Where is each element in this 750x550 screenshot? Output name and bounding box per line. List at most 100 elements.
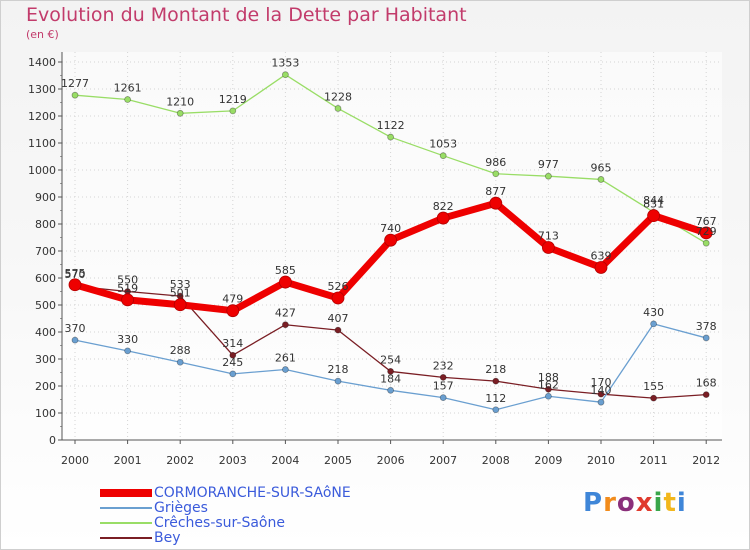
logo-letter: r: [603, 488, 617, 518]
data-point-grieges: [492, 406, 500, 414]
legend-item-grieges: Grièges: [100, 500, 351, 515]
x-tick-label: 2010: [587, 454, 615, 467]
logo-letter: x: [635, 488, 654, 518]
data-label-bey: 188: [538, 371, 559, 384]
proxiti-logo: Proxiti: [583, 488, 687, 518]
data-label-cormoranche: 822: [433, 200, 454, 213]
x-tick-label: 2001: [114, 454, 142, 467]
y-tick-label: 700: [35, 245, 56, 258]
data-point-bey: [597, 390, 605, 398]
legend-swatch-cormoranche: [100, 488, 152, 497]
data-label-grieges: 162: [538, 378, 559, 391]
y-tick-label: 1100: [28, 137, 56, 150]
data-point-creches: [124, 96, 131, 103]
data-label-grieges: 261: [275, 352, 296, 365]
x-tick-label: 2011: [640, 454, 668, 467]
data-point-grieges: [176, 358, 184, 366]
data-point-creches: [545, 172, 552, 180]
y-tick-label: 200: [35, 380, 56, 393]
data-point-cormoranche: [331, 291, 345, 305]
data-point-creches: [334, 105, 342, 112]
data-point-grieges: [545, 392, 552, 400]
legend-label-creches: Crêches-sur-Saône: [154, 514, 285, 531]
x-tick-label: 2005: [324, 454, 352, 467]
data-point-bey: [702, 391, 710, 399]
data-point-bey: [650, 394, 657, 402]
data-label-grieges: 430: [643, 306, 664, 319]
data-label-grieges: 330: [117, 333, 138, 346]
data-point-cormoranche: [278, 275, 292, 289]
chart-title: Evolution du Montant de la Dette par Hab…: [26, 4, 467, 26]
data-label-creches: 1228: [324, 90, 352, 103]
y-tick-label: 1000: [28, 164, 56, 177]
data-label-creches: 1210: [166, 95, 194, 108]
y-tick-label: 1200: [28, 110, 56, 123]
data-point-cormoranche: [594, 261, 608, 274]
y-tick-label: 800: [35, 218, 56, 231]
data-point-grieges: [281, 366, 289, 373]
y-tick-label: 100: [35, 407, 56, 420]
data-point-bey: [492, 377, 500, 385]
data-label-bey: 427: [275, 307, 296, 320]
y-tick-label: 600: [35, 272, 56, 285]
x-tick-label: 2006: [377, 454, 405, 467]
data-point-cormoranche: [647, 209, 660, 223]
data-label-cormoranche: 877: [485, 185, 506, 198]
data-label-cormoranche: 639: [591, 249, 612, 262]
data-label-bey: 550: [117, 274, 138, 287]
data-point-creches: [71, 91, 79, 99]
data-label-grieges: 245: [222, 356, 243, 369]
logo-letter: o: [616, 488, 636, 518]
legend-item-bey: Bey: [100, 530, 351, 545]
chart-legend: CORMORANCHE-SUR-SAôNE Grièges Crêches-su…: [100, 485, 351, 545]
y-tick-label: 300: [35, 353, 56, 366]
data-point-cormoranche: [121, 293, 134, 307]
logo-letter: P: [583, 488, 604, 518]
data-label-creches: 1261: [114, 82, 142, 95]
data-label-cormoranche: 831: [643, 198, 664, 211]
data-label-creches: 977: [538, 158, 559, 171]
x-tick-label: 2008: [482, 454, 510, 467]
legend-swatch-bey: [100, 536, 152, 539]
data-point-creches: [229, 107, 237, 115]
x-tick-label: 2003: [219, 454, 247, 467]
x-tick-label: 2000: [61, 454, 89, 467]
data-point-cormoranche: [173, 298, 187, 312]
data-point-grieges: [702, 334, 710, 342]
data-point-creches: [597, 176, 605, 183]
data-label-creches: 1122: [377, 119, 405, 132]
data-point-bey: [334, 326, 342, 334]
data-point-grieges: [124, 347, 131, 355]
x-tick-label: 2009: [534, 454, 562, 467]
data-label-grieges: 157: [433, 380, 454, 393]
data-point-cormoranche: [436, 211, 450, 225]
data-label-cormoranche: 526: [328, 280, 349, 293]
data-label-bey: 533: [170, 278, 191, 291]
data-label-bey: 232: [433, 359, 454, 372]
logo-letter: t: [663, 488, 677, 518]
legend-swatch-grieges: [100, 506, 152, 509]
data-point-grieges: [597, 398, 605, 406]
data-label-grieges: 378: [696, 320, 717, 333]
legend-item-creches: Crêches-sur-Saône: [100, 515, 351, 530]
data-label-cormoranche: 740: [380, 222, 401, 235]
data-label-bey: 170: [591, 376, 612, 389]
data-point-creches: [281, 71, 289, 79]
data-point-cormoranche: [226, 304, 240, 318]
x-tick-label: 2004: [271, 454, 299, 467]
data-label-cormoranche: 767: [696, 215, 717, 228]
data-label-bey: 218: [485, 363, 506, 376]
data-point-bey: [439, 373, 447, 381]
data-point-cormoranche: [68, 278, 82, 292]
y-tick-label: 1400: [28, 56, 56, 69]
data-point-grieges: [229, 370, 237, 378]
data-point-creches: [702, 239, 710, 247]
data-point-cormoranche: [542, 241, 555, 254]
legend-label-cormoranche: CORMORANCHE-SUR-SAôNE: [154, 484, 351, 501]
data-label-creches: 1277: [61, 77, 89, 90]
data-label-creches: 1353: [271, 57, 299, 70]
y-tick-label: 0: [49, 434, 56, 447]
data-point-grieges: [387, 386, 395, 394]
data-label-bey: 407: [328, 312, 349, 325]
data-label-creches: 965: [591, 161, 612, 174]
